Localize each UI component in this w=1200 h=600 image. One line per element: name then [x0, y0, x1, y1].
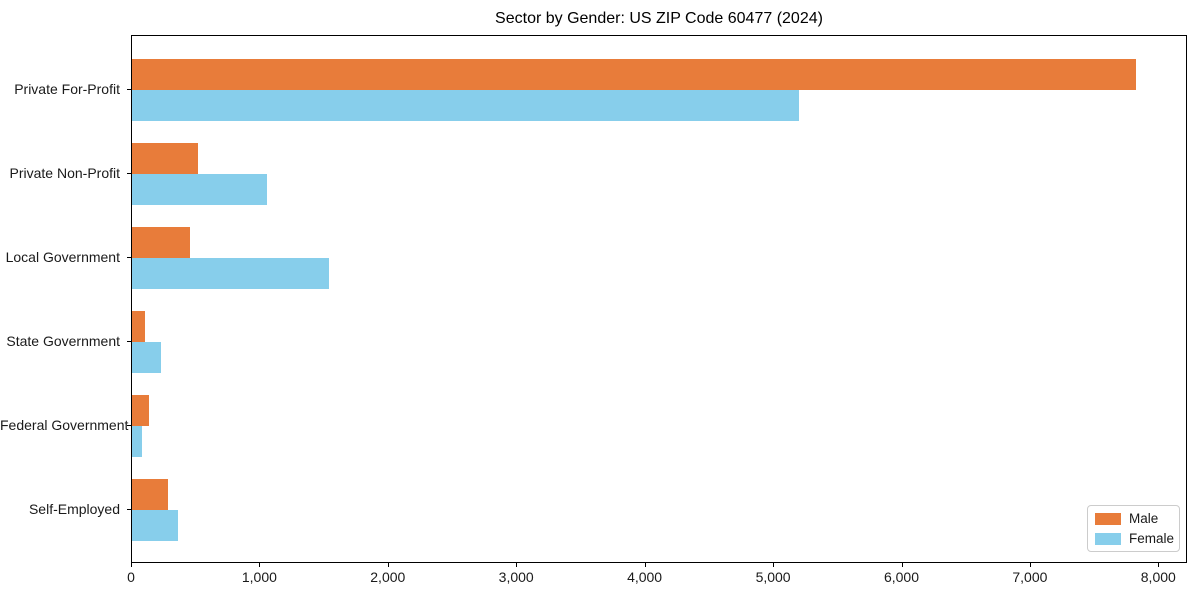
legend-label-female: Female	[1129, 531, 1175, 546]
ytick-label-1: Private Non-Profit	[9, 165, 120, 181]
bar-female-4	[132, 426, 143, 457]
legend-label-male: Male	[1129, 511, 1159, 526]
female-swatch	[1095, 532, 1121, 545]
ytick-label-0: Private For-Profit	[14, 81, 120, 97]
ytick-mark-5	[127, 509, 131, 510]
xtick-label-7: 7,000	[1012, 569, 1048, 585]
ytick-mark-1	[127, 173, 131, 174]
xtick-label-4: 4,000	[627, 569, 663, 585]
xtick-mark-3	[516, 563, 518, 567]
xtick-label-1: 1,000	[241, 569, 277, 585]
xtick-mark-6	[901, 563, 903, 567]
legend-item-male: Male	[1095, 511, 1172, 526]
bar-female-5	[132, 510, 178, 541]
xtick-label-3: 3,000	[498, 569, 534, 585]
ytick-label-3: State Government	[6, 333, 120, 349]
bar-female-0	[132, 90, 799, 121]
xtick-mark-5	[773, 563, 775, 567]
xtick-mark-0	[131, 563, 132, 567]
xtick-label-2: 2,000	[370, 569, 406, 585]
bar-male-3	[132, 311, 145, 342]
bar-male-2	[132, 227, 191, 258]
bar-male-4	[132, 395, 149, 426]
bar-male-0	[132, 59, 1137, 90]
ytick-label-5: Self-Employed	[28, 501, 120, 517]
xtick-label-5: 5,000	[755, 569, 791, 585]
xtick-mark-1	[259, 563, 261, 567]
ytick-label-2: Local Government	[5, 249, 120, 265]
ytick-mark-3	[127, 341, 131, 342]
xtick-mark-7	[1029, 563, 1031, 567]
xtick-label-0: 0	[127, 569, 135, 585]
male-swatch	[1095, 512, 1121, 525]
ytick-mark-0	[127, 89, 131, 90]
bar-male-1	[132, 143, 198, 174]
bar-female-1	[132, 174, 267, 205]
legend-item-female: Female	[1095, 531, 1175, 546]
bar-female-2	[132, 258, 329, 289]
bar-male-5	[132, 479, 168, 510]
bar-female-3	[132, 342, 161, 373]
ytick-mark-2	[127, 257, 131, 258]
xtick-label-8: 8,000	[1140, 569, 1176, 585]
ytick-mark-4	[127, 425, 131, 426]
legend: Male Female	[1087, 505, 1180, 552]
xtick-mark-4	[644, 563, 646, 567]
ytick-label-4: Federal Government	[0, 417, 129, 433]
xtick-mark-8	[1158, 563, 1160, 567]
xtick-label-6: 6,000	[883, 569, 920, 585]
plot-area	[131, 35, 1187, 563]
chart-title: Sector by Gender: US ZIP Code 60477 (202…	[495, 10, 823, 27]
xtick-mark-2	[387, 563, 389, 567]
